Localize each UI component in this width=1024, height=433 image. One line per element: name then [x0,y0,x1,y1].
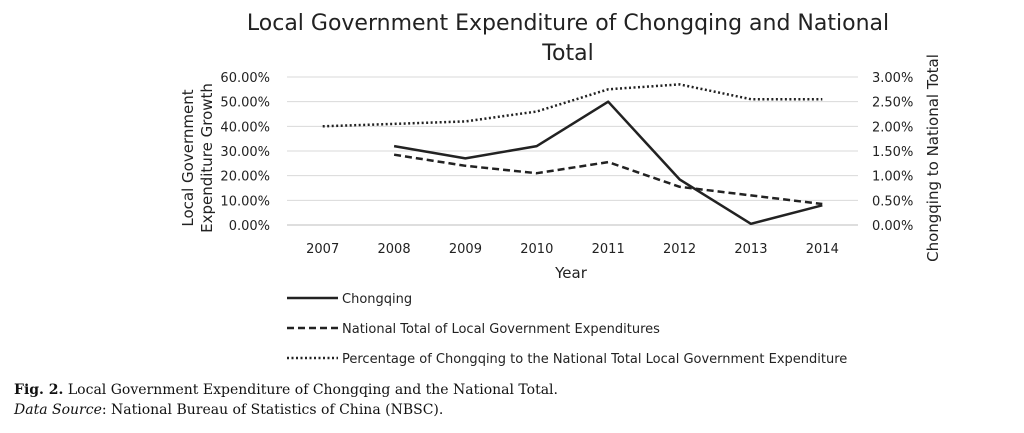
right-tick-label: 3.00% [872,71,913,86]
right-tick-label: 0.50% [872,194,913,209]
line-chart: Local Government Expenditure of Chongqin… [179,11,942,367]
caption-line-2: Data Source: National Bureau of Statisti… [14,400,1014,420]
legend-label-chongqing: Chongqing [342,292,412,307]
left-axis-ticks: 0.00% 10.00% 20.00% 30.00% 40.00% 50.00% 60.00… [220,71,270,234]
right-tick-label: 1.00% [872,170,913,185]
x-tick-label: 2008 [378,242,411,257]
gridlines [287,76,858,226]
caption-text: Local Government Expenditure of Chongqin… [63,382,558,398]
x-axis-ticks: 2007 2008 2009 2010 2011 2012 2013 2014 [306,242,839,257]
right-axis-title: Chongqing to National Total [924,54,942,262]
x-tick-label: 2013 [734,242,767,257]
left-tick-label: 0.00% [229,219,270,234]
left-tick-label: 20.00% [220,170,270,185]
x-tick-label: 2007 [306,242,339,257]
caption-source-label: Data Source [14,402,102,418]
x-tick-label: 2010 [520,242,553,257]
chart-title-line-2: Total [541,41,593,66]
legend-label-percentage: Percentage of Chongqing to the National … [342,352,847,367]
figure-caption: Fig. 2. Local Government Expenditure of … [14,380,1014,420]
left-axis-title-line-2: Expenditure Growth [198,83,216,233]
x-tick-label: 2009 [449,242,482,257]
caption-line-1: Fig. 2. Local Government Expenditure of … [14,380,1014,400]
x-axis-title: Year [554,264,588,282]
caption-label: Fig. 2. [14,382,64,398]
left-axis-title-line-1: Local Government [179,89,197,226]
caption-source-text: : National Bureau of Statistics of China… [101,402,444,418]
series-line-0 [393,100,823,226]
left-tick-label: 40.00% [220,120,270,135]
x-tick-label: 2012 [663,242,696,257]
right-tick-label: 0.00% [872,219,913,234]
left-tick-label: 50.00% [220,96,270,111]
series-lines [322,83,823,226]
left-tick-label: 10.00% [220,194,270,209]
left-tick-label: 30.00% [220,145,270,160]
right-axis-ticks: 0.00% 0.50% 1.00% 1.50% 2.00% 2.50% 3.00% [872,71,913,234]
right-tick-label: 2.00% [872,120,913,135]
legend-label-national-total: National Total of Local Government Expen… [342,322,660,337]
x-tick-label: 2014 [806,242,839,257]
legend: Chongqing National Total of Local Govern… [287,292,847,367]
left-tick-label: 60.00% [220,71,270,86]
x-tick-label: 2011 [592,242,625,257]
right-tick-label: 2.50% [872,96,913,111]
right-tick-label: 1.50% [872,145,913,160]
chart-title-line-1: Local Government Expenditure of Chongqin… [247,11,889,36]
series-line-2 [322,83,823,128]
